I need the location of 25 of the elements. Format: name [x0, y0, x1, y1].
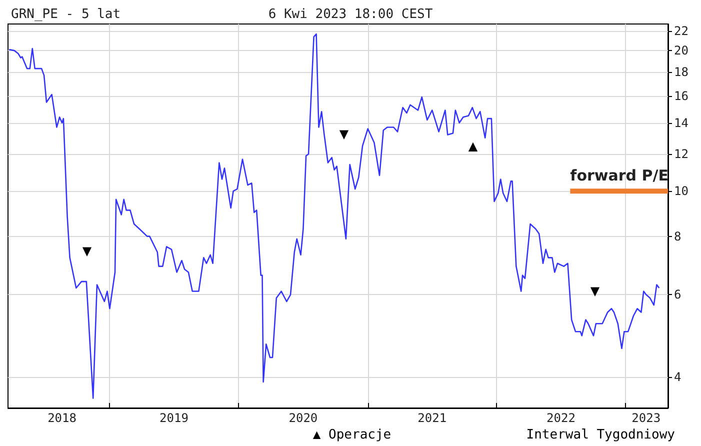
text: Interwal Tygodniowy	[526, 428, 676, 442]
annotation: ▼	[82, 244, 92, 258]
y-tick-label: 4	[674, 370, 682, 384]
annotation: ▼	[339, 127, 350, 141]
y-tick-label: 10	[674, 184, 688, 198]
y-tick-label: 22	[674, 24, 688, 38]
y-tick-label: 16	[674, 88, 688, 103]
series-label: forward P/E	[570, 166, 668, 185]
x-tick-label: 2023	[632, 411, 661, 425]
y-tick-label: 6	[674, 288, 682, 302]
text: ▲ Operacje	[312, 428, 392, 442]
x-tick-label: 2018	[48, 411, 76, 425]
x-tick-label: 2020	[288, 411, 318, 425]
x-tick-label: 2021	[418, 411, 447, 425]
chart-subtitle: 6 Kwi 2023 18:00 CEST	[268, 7, 433, 22]
y-tick-label: 14	[674, 116, 688, 130]
chart-title: GRN_PE - 5 lat	[11, 7, 121, 22]
x-tick-label: 2022	[546, 411, 576, 425]
annotation: ▲	[468, 139, 478, 153]
x-tick-label: 2019	[160, 411, 188, 425]
y-tick-label: 20	[674, 44, 688, 58]
annotation: ▼	[590, 284, 600, 298]
y-tick-label: 12	[674, 147, 688, 162]
y-tick-label: 18	[674, 64, 688, 79]
y-tick-label: 8	[674, 229, 682, 244]
